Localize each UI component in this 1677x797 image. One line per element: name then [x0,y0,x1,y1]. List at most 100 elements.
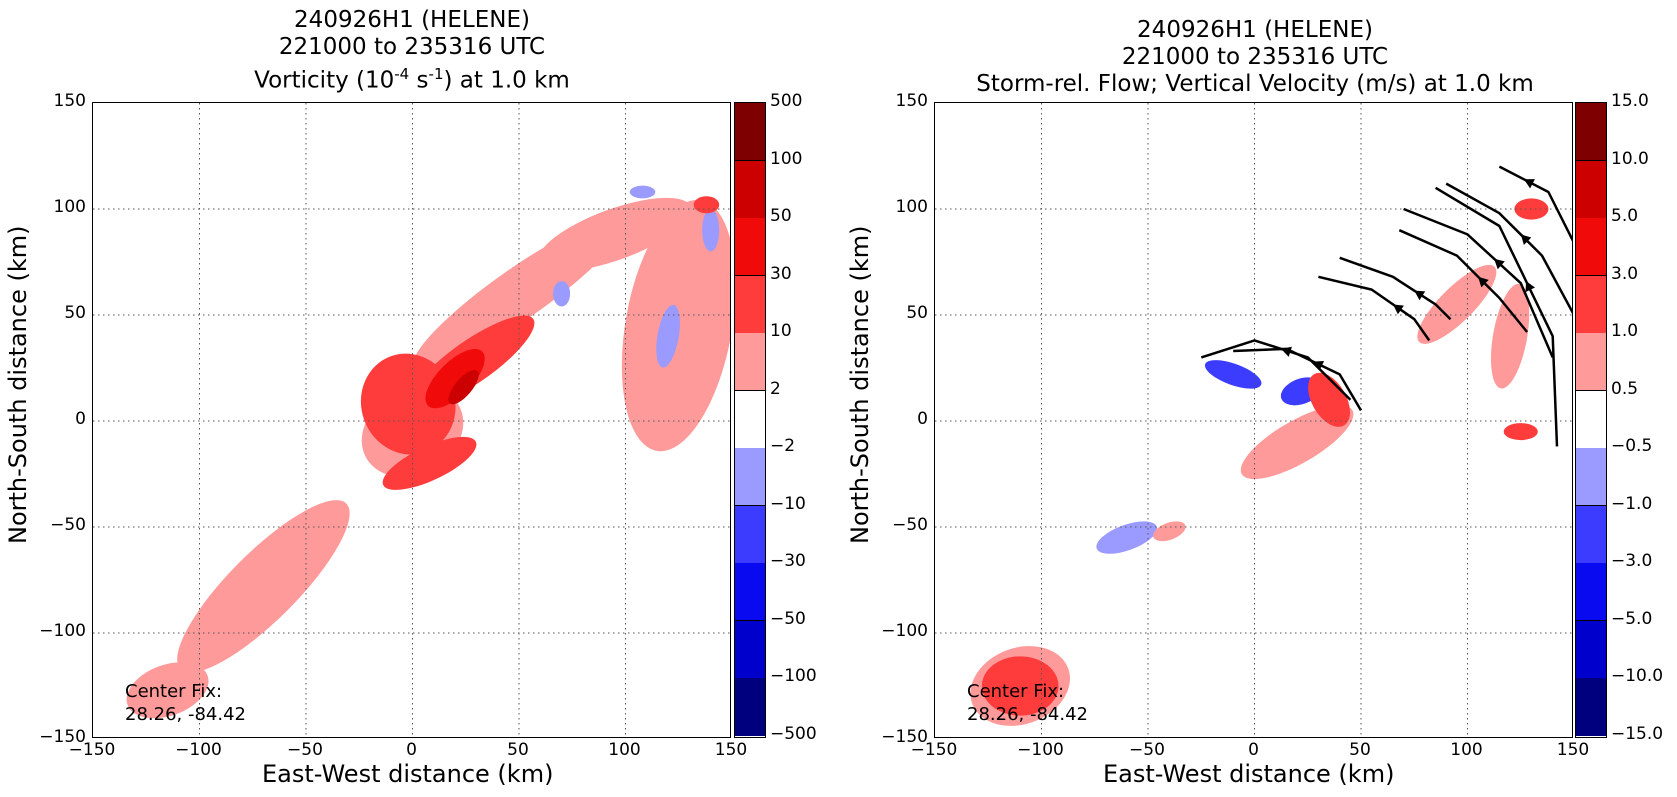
streamline-arrow [1393,304,1404,315]
streamline [1318,275,1431,342]
contour-region [1096,521,1158,554]
colorbar-tick-label: −0.5 [1611,436,1653,457]
contour-region [629,185,656,199]
colorbar-segment [735,448,765,507]
colorbar-tick-label: 50 [770,206,792,227]
vorticity-colorbar [734,102,766,738]
colorbar-segment [735,505,765,564]
x-tick-label: −100 [175,740,222,760]
colorbar-segment [1576,160,1606,219]
plot-svg [935,103,1572,737]
y-tick-label: −150 [39,727,86,747]
y-tick-label: −50 [50,515,86,535]
title-line-3: Storm-rel. Flow; Vertical Velocity (m/s)… [976,71,1534,97]
contour-region [1308,372,1350,427]
vertical-velocity-title: 240926H1 (HELENE) 221000 to 235316 UTC S… [935,17,1575,98]
y-tick-label: −100 [39,621,86,641]
colorbar-tick-label: −5.0 [1611,608,1653,629]
colorbar-segment [735,678,765,737]
contour-region [177,500,350,673]
y-axis-label: North-South distance (km) [846,225,874,545]
colorbar-tick-label: 100 [770,148,803,169]
x-tick-label: 150 [714,740,748,760]
x-tick-label: −100 [1017,740,1064,760]
contour-region [981,656,1059,716]
colorbar-segment [735,218,765,277]
x-tick-label: 0 [406,740,417,760]
colorbar-tick-label: 0.5 [1611,378,1639,399]
vorticity-title: 240926H1 (HELENE) 221000 to 235316 UTC V… [92,7,732,94]
title-line-2: 221000 to 235316 UTC [278,34,546,60]
colorbar-tick-label: 3.0 [1611,263,1639,284]
contour-region [1490,283,1530,389]
colorbar-tick-label: 30 [770,263,792,284]
title-line-1: 240926H1 (HELENE) [294,7,530,33]
streamline [1339,256,1452,321]
colorbar-segment [735,333,765,392]
colorbar-segment [735,160,765,219]
vorticity-plot-area [92,102,731,738]
colorbar-segment [735,620,765,679]
colorbar-tick-label: −10 [770,493,806,514]
colorbar-tick-label: 10 [770,321,792,342]
vertical-velocity-colorbar [1575,102,1607,738]
colorbar-segment [1576,275,1606,334]
x-tick-label: −150 [68,740,116,760]
colorbar-tick-label: −1.0 [1611,493,1653,514]
y-tick-label: 150 [895,91,928,111]
colorbar-segment [735,563,765,622]
contour-region [1240,405,1354,480]
streamline [1403,207,1554,358]
streamline-arrow [1313,361,1325,371]
x-axis-label: East-West distance (km) [262,760,554,788]
colorbar-tick-label: 5.0 [1611,206,1639,227]
colorbar-segment [1576,448,1606,507]
streamline-arrow [1478,276,1489,288]
colorbar-tick-label: −10.0 [1611,666,1664,687]
colorbar-tick-label: −30 [770,551,806,572]
contour-region [702,209,720,252]
contour-region [656,304,680,368]
colorbar-tick-label: 15.0 [1611,91,1649,111]
y-tick-label: −150 [881,727,928,747]
colorbar-segment [1576,218,1606,277]
colorbar-tick-label: −3.0 [1611,551,1653,572]
y-tick-label: 50 [906,303,928,323]
y-tick-label: 0 [75,409,86,429]
colorbar-tick-label: 2 [770,378,781,399]
x-tick-label: −150 [910,740,958,760]
contour-region [425,348,485,409]
contour-region [693,196,720,214]
colorbar-tick-label: −2 [770,436,796,457]
x-tick-label: 50 [1349,740,1371,760]
y-tick-label: 50 [64,303,86,323]
streamline-arrow [1520,234,1532,245]
contour-region [1153,521,1186,542]
colorbar-segment [1576,563,1606,622]
streamline-arrow [1525,281,1535,293]
streamline [1498,165,1572,242]
x-axis-label: East-West distance (km) [1103,760,1395,788]
center-fix-annotation: Center Fix: 28.26, -84.42 [967,681,1088,725]
colorbar-tick-label: −15.0 [1611,724,1664,744]
x-tick-label: 0 [1248,740,1259,760]
center-fix-annotation: Center Fix: 28.26, -84.42 [125,681,246,725]
y-tick-label: −50 [892,515,928,535]
contour-region [1417,264,1497,344]
colorbar-segment [1576,678,1606,737]
y-tick-label: −100 [881,621,928,641]
title-line-1: 240926H1 (HELENE) [1137,17,1373,43]
contour-region [538,197,692,272]
streamline-arrow [1414,290,1426,301]
colorbar-tick-label: −500 [770,724,817,744]
y-tick-label: 100 [53,197,86,217]
x-tick-label: 150 [1556,740,1590,760]
colorbar-tick-label: 500 [770,91,803,111]
streamline-arrow [1494,258,1505,270]
x-tick-label: 50 [507,740,529,760]
colorbar-tick-label: −50 [770,608,806,629]
streamline [1434,186,1559,447]
colorbar-segment [1576,390,1606,449]
colorbar-tick-label: 1.0 [1611,321,1639,342]
contour-region [553,281,571,307]
